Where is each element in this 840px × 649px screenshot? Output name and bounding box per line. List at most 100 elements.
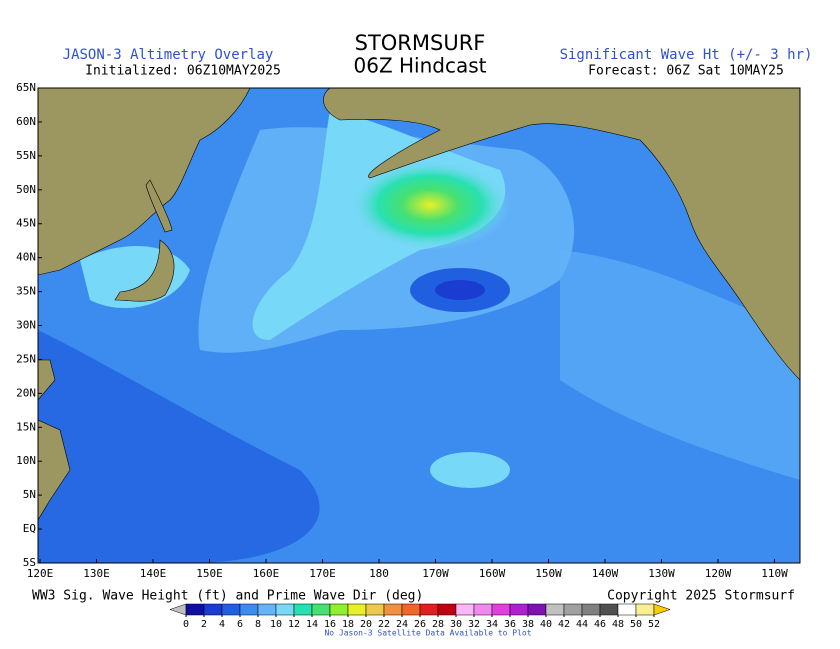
lon-label: 180 xyxy=(369,567,389,580)
storm-core xyxy=(350,160,510,250)
colorbar-box xyxy=(311,603,331,616)
colorbar-label: 18 xyxy=(342,619,354,630)
colorbar-label: 16 xyxy=(324,619,336,630)
lat-label: 5N xyxy=(23,488,36,501)
colorbar-box xyxy=(383,603,403,616)
low-region xyxy=(38,330,320,563)
colorbar-box xyxy=(329,603,349,616)
calm-region xyxy=(435,280,485,300)
lat-label: 45N xyxy=(16,217,36,230)
right-subtitle: Forecast: 06Z Sat 10MAY25 xyxy=(588,64,784,79)
lat-label: 35N xyxy=(16,285,36,298)
colorbar-label: 22 xyxy=(378,619,390,630)
colorbar-over xyxy=(653,603,671,616)
colorbar-label: 52 xyxy=(648,619,660,630)
colorbar-label: 20 xyxy=(360,619,372,630)
lat-label: 20N xyxy=(16,386,36,399)
colorbar-box xyxy=(509,603,529,616)
lon-label: 150W xyxy=(535,567,562,580)
colorbar-label: 30 xyxy=(450,619,462,630)
lat-label: 10N xyxy=(16,454,36,467)
colorbar-box xyxy=(581,603,601,616)
lat-label: EQ xyxy=(23,522,36,535)
colorbar-label: 28 xyxy=(432,619,444,630)
lon-label: 160W xyxy=(479,567,506,580)
colorbar-box xyxy=(185,603,205,616)
colorbar-box xyxy=(275,603,295,616)
lon-label: 120W xyxy=(705,567,732,580)
colorbar-box xyxy=(473,603,493,616)
colorbar-box xyxy=(599,603,619,616)
lat-label: 5S xyxy=(23,556,36,569)
colorbar-label: 36 xyxy=(504,619,516,630)
lon-label: 160E xyxy=(253,567,280,580)
land-north-america xyxy=(323,88,800,381)
colorbar-label: 26 xyxy=(414,619,426,630)
colorbar-label: 24 xyxy=(396,619,408,630)
lon-label: 170E xyxy=(309,567,336,580)
colorbar-label: 48 xyxy=(612,619,624,630)
note: No Jason-3 Satellite Data Available to P… xyxy=(324,629,531,638)
lon-label: 120E xyxy=(27,567,54,580)
colorbar-label: 6 xyxy=(237,619,243,630)
colorbar-box xyxy=(365,603,385,616)
lon-label: 130E xyxy=(83,567,110,580)
left-title: JASON-3 Altimetry Overlay xyxy=(63,47,274,63)
copyright: Copyright 2025 Stormsurf xyxy=(607,589,795,604)
colorbar-box xyxy=(455,603,475,616)
colorbar-box xyxy=(437,603,457,616)
colorbar-box xyxy=(221,603,241,616)
colorbar-label: 34 xyxy=(486,619,498,630)
lat-label: 40N xyxy=(16,251,36,264)
colorbar-box xyxy=(401,603,421,616)
colorbar-label: 32 xyxy=(468,619,480,630)
lat-label: 60N xyxy=(16,115,36,128)
colorbar-label: 14 xyxy=(306,619,318,630)
lat-label: 15N xyxy=(16,420,36,433)
colorbar-label: 44 xyxy=(576,619,588,630)
lat-label: 50N xyxy=(16,183,36,196)
colorbar-label: 12 xyxy=(288,619,300,630)
colorbar-label: 10 xyxy=(270,619,282,630)
swell-region xyxy=(560,250,800,480)
colorbar-label: 38 xyxy=(522,619,534,630)
lat-label: 25N xyxy=(16,352,36,365)
colorbar-box xyxy=(203,603,223,616)
center-title: STORMSURF xyxy=(355,31,486,55)
lon-label: 170W xyxy=(422,567,449,580)
colorbar-box xyxy=(563,603,583,616)
colorbar-label: 0 xyxy=(183,619,189,630)
colorbar-label: 8 xyxy=(255,619,261,630)
colorbar-box xyxy=(257,603,277,616)
colorbar-box xyxy=(635,603,655,616)
lon-label: 140E xyxy=(140,567,167,580)
colorbar-box xyxy=(347,603,367,616)
colorbar-label: 2 xyxy=(201,619,207,630)
land-japan xyxy=(114,179,175,302)
right-title: Significant Wave Ht (+/- 3 hr) xyxy=(560,47,813,63)
colorbar-box xyxy=(491,603,511,616)
colorbar-box xyxy=(419,603,439,616)
colorbar-label: 42 xyxy=(558,619,570,630)
colorbar-label: 40 xyxy=(540,619,552,630)
lon-label: 150E xyxy=(196,567,223,580)
lon-label: 140W xyxy=(592,567,619,580)
colorbar-box xyxy=(545,603,565,616)
swell-region xyxy=(430,452,510,488)
colorbar-box xyxy=(293,603,313,616)
land-islands xyxy=(38,359,71,521)
lon-label: 110W xyxy=(761,567,788,580)
colorbar-box xyxy=(527,603,547,616)
caption: WW3 Sig. Wave Height (ft) and Prime Wave… xyxy=(32,589,423,604)
colorbar-label: 4 xyxy=(219,619,225,630)
colorbar-label: 50 xyxy=(630,619,642,630)
colorbar-under xyxy=(169,603,187,616)
colorbar-box xyxy=(239,603,259,616)
colorbar-box xyxy=(617,603,637,616)
left-subtitle: Initialized: 06Z10MAY2025 xyxy=(85,64,281,79)
land-asia xyxy=(38,88,251,276)
map xyxy=(37,87,801,564)
lat-label: 30N xyxy=(16,319,36,332)
colorbar-label: 46 xyxy=(594,619,606,630)
